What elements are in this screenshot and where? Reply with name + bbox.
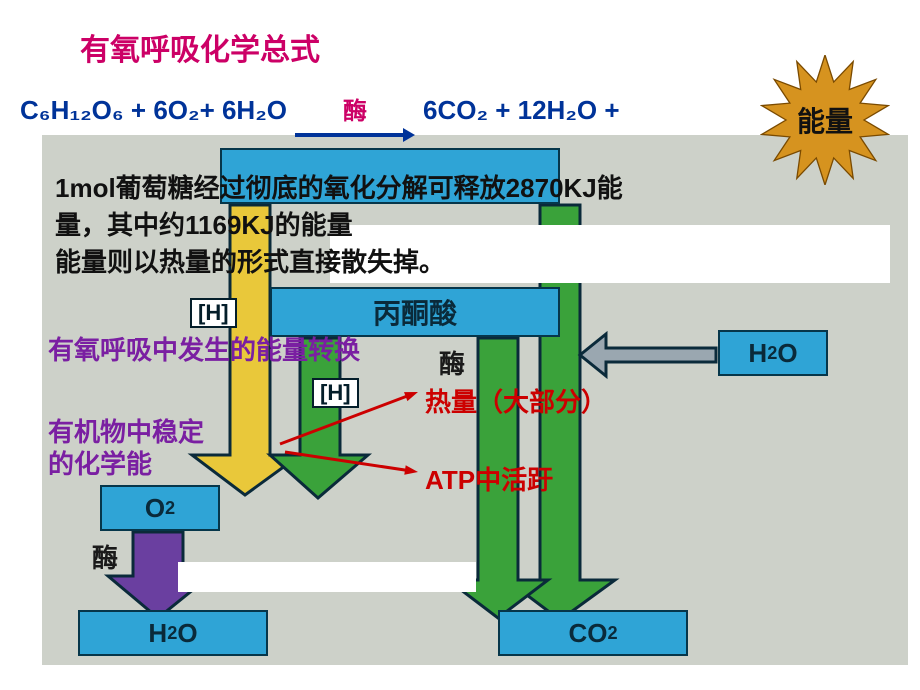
note-energy-text: 1mol葡萄糖经过彻底的氧化分解可释放2870KJ能 量，其中约1169KJ的能… bbox=[55, 168, 623, 279]
box-h2o-in: H2O bbox=[718, 330, 828, 376]
equation-lhs: C₆H₁₂O₆ + 6O₂+ 6H₂O bbox=[20, 95, 287, 126]
h-badge: [H] bbox=[190, 298, 237, 328]
equation-enzyme: 酶 bbox=[343, 100, 367, 124]
label-pyruvate: 丙酮酸 bbox=[373, 292, 457, 332]
label-atp: ATP中活趶 bbox=[425, 460, 553, 497]
box-o2: O2 bbox=[100, 485, 220, 531]
red-arrow bbox=[273, 440, 430, 484]
equation-arrow: 酶 bbox=[295, 100, 415, 146]
energy-starburst: 能量 bbox=[760, 55, 890, 185]
note-line: 量，其中约1169KJ的能量 bbox=[55, 205, 623, 242]
page-title: 有氧呼吸化学总式 bbox=[80, 25, 320, 69]
box-h2o-out: H2O bbox=[78, 610, 268, 656]
energy-label: 能量 bbox=[760, 55, 890, 185]
enzyme-label: 酶 bbox=[439, 344, 465, 381]
note-conversion-title: 有氧呼吸中发生的能量转换 bbox=[48, 330, 360, 367]
note-line: 能量则以热量的形式直接散失掉。 bbox=[55, 242, 623, 279]
bottom-white-bar bbox=[0, 665, 920, 690]
label-heat: 热量（大部分） bbox=[425, 382, 607, 419]
enzyme-label: 酶 bbox=[92, 538, 118, 575]
note-chemical-energy-2: 的化学能 bbox=[48, 444, 152, 481]
equation-rhs: 6CO₂ + 12H₂O + bbox=[423, 95, 620, 126]
white-strip bbox=[178, 562, 476, 592]
box-co2: CO2 bbox=[498, 610, 688, 656]
note-line: 1mol葡萄糖经过彻底的氧化分解可释放2870KJ能 bbox=[55, 168, 623, 205]
